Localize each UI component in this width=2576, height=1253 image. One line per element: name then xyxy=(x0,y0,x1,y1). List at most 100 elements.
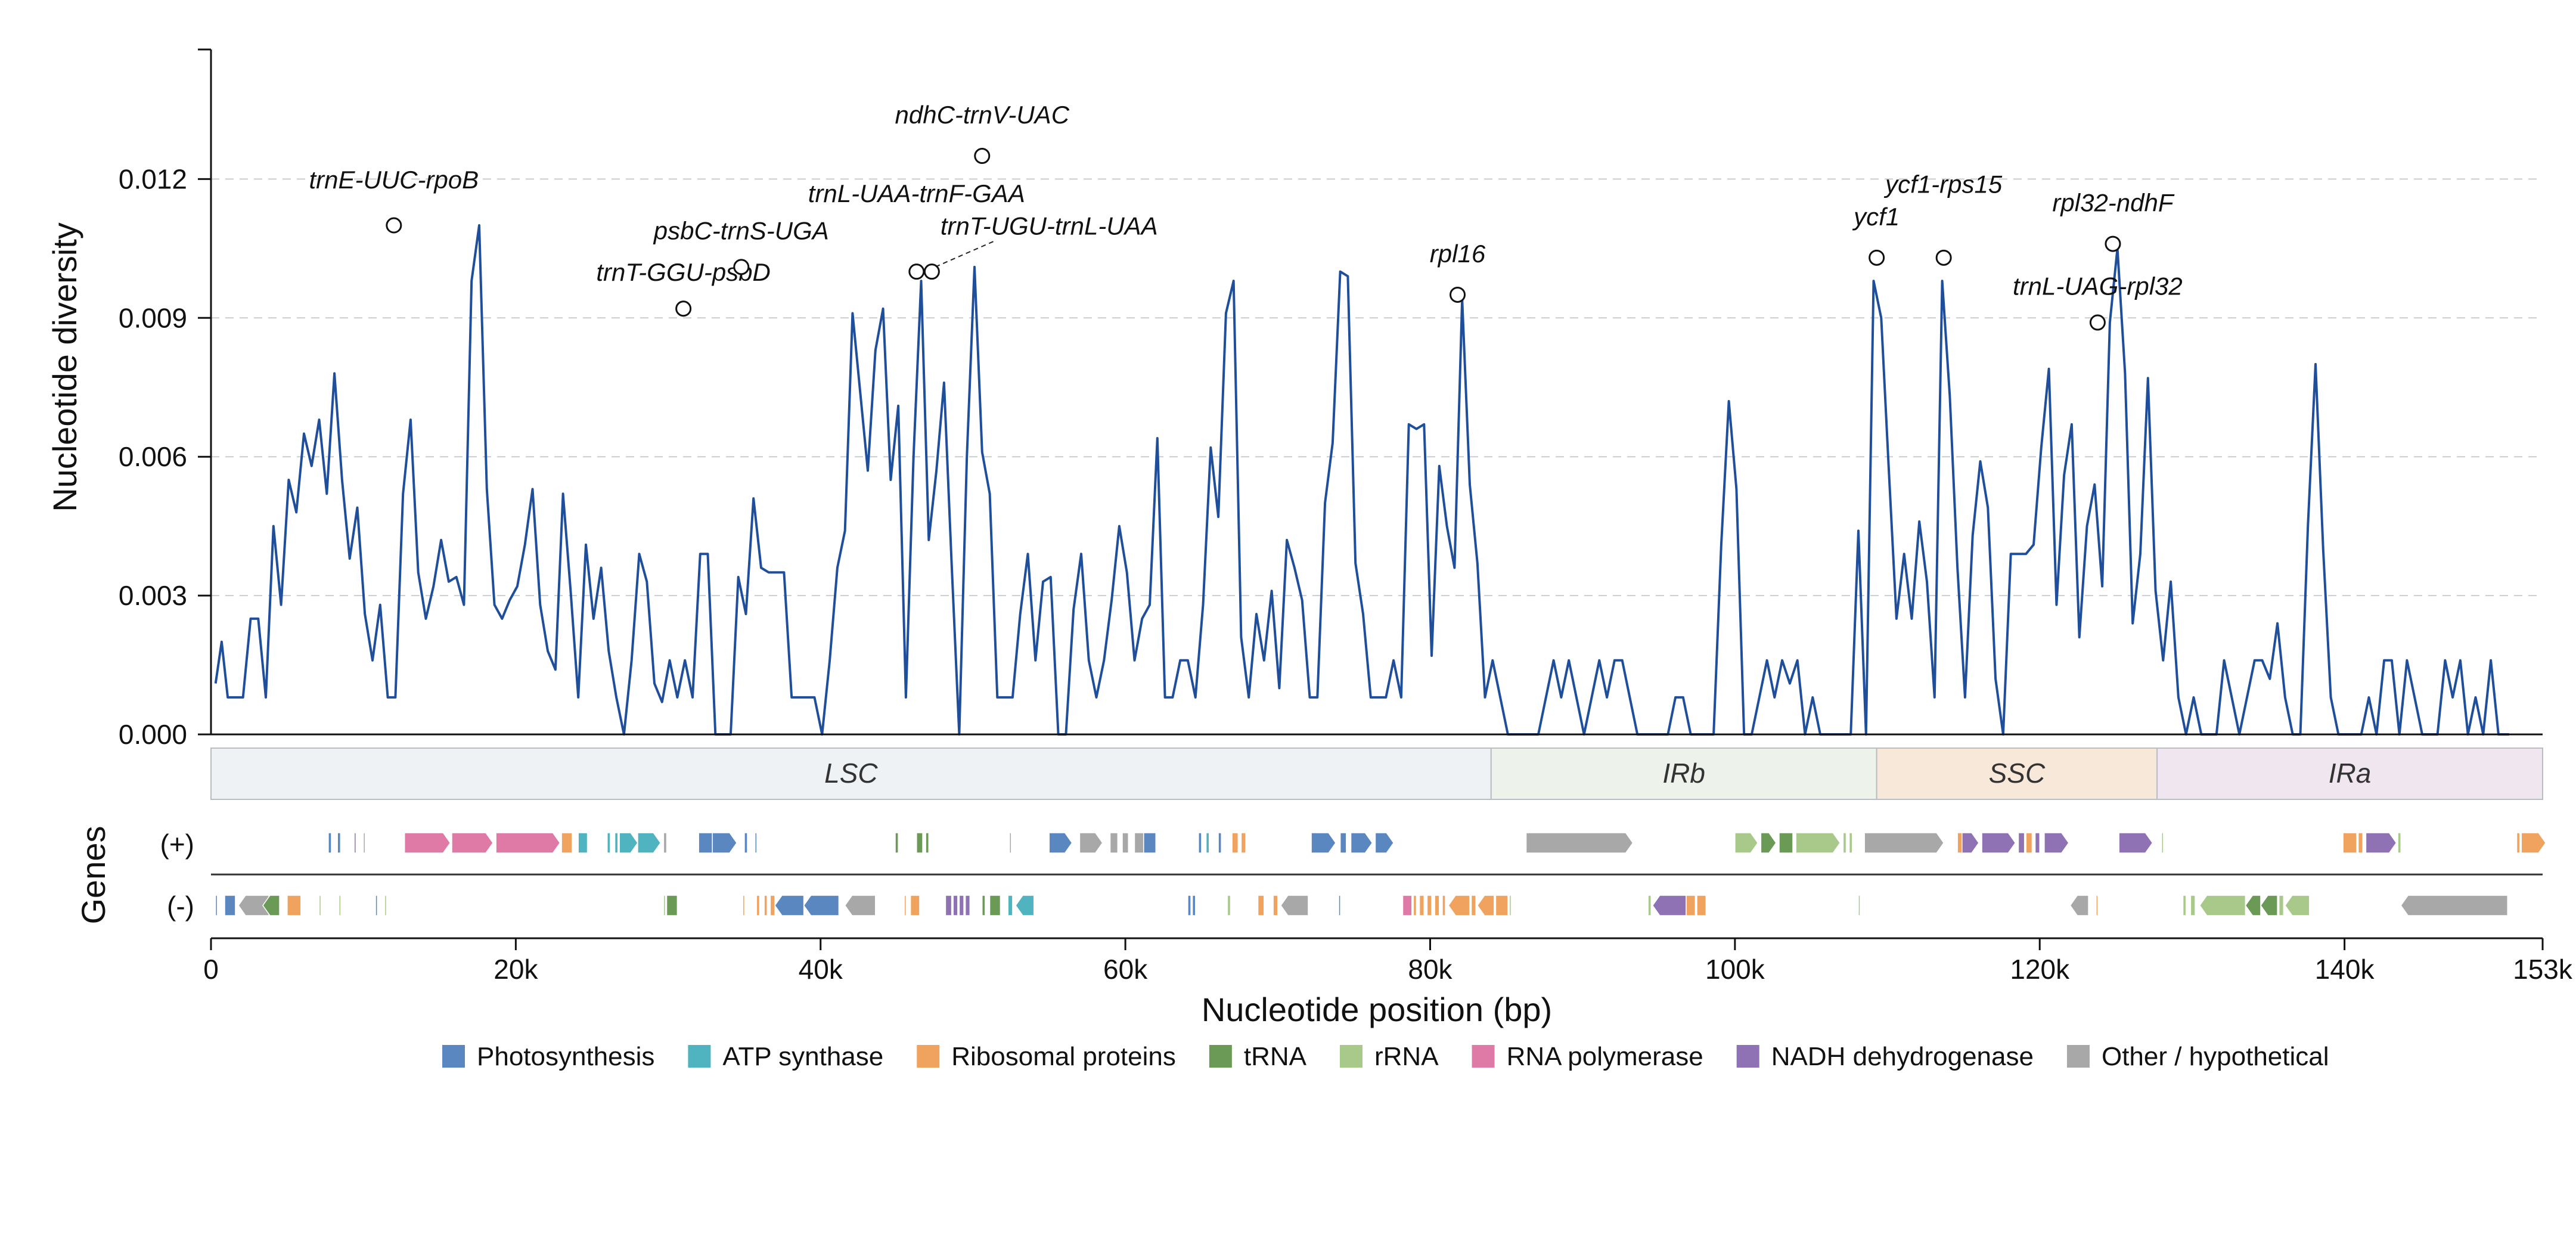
y-tick-label: 0.009 xyxy=(119,302,187,333)
minus-strand-gene xyxy=(384,895,387,916)
minus-strand-gene xyxy=(2096,895,2099,916)
plus-strand-gene xyxy=(1842,832,1847,854)
plus-strand-gene xyxy=(1143,832,1156,854)
minus-strand-gene xyxy=(1686,895,1696,916)
legend-swatch xyxy=(1472,1045,1495,1068)
minus-strand-gene xyxy=(982,895,986,916)
y-tick-label: 0.003 xyxy=(119,580,187,611)
peak-marker xyxy=(733,259,750,275)
x-tick-label: 120k xyxy=(2010,954,2070,985)
plus-strand-gene xyxy=(2365,832,2397,854)
minus-strand-gene xyxy=(742,895,746,916)
plus-strand-gene xyxy=(744,832,748,854)
legend-swatch xyxy=(1209,1045,1232,1068)
minus-strand-gene xyxy=(2245,895,2261,916)
gene-track xyxy=(211,832,2547,916)
minus-strand-gene xyxy=(958,895,964,916)
plus-strand-gene xyxy=(1205,832,1210,854)
plus-strand-gene xyxy=(451,832,494,854)
plus-strand-gene xyxy=(353,832,357,854)
peak-label: trnL-UAA-trnF-GAA xyxy=(808,179,1025,207)
y-axis-title: Nucleotide diversity xyxy=(46,222,83,512)
region-bar: LSC IRb SSC IRa xyxy=(210,748,2544,800)
minus-strand-gene xyxy=(1419,895,1425,916)
peak-marker xyxy=(1935,249,1952,266)
minus-strand-gene xyxy=(339,895,342,916)
minus-strand-gene xyxy=(1338,895,1341,916)
minus-strand-gene xyxy=(1858,895,1861,916)
minus-strand-gene xyxy=(238,895,269,916)
peak-marker xyxy=(923,263,940,280)
peak-label: trnT-UGU-trnL-UAA xyxy=(941,212,1158,240)
minus-strand-gene xyxy=(1426,895,1432,916)
strand-label-plus: (+) xyxy=(160,829,195,860)
minus-strand-gene xyxy=(945,895,952,916)
legend-swatch xyxy=(1736,1045,1759,1068)
plus-strand-gene xyxy=(1122,832,1129,854)
plus-strand-gene xyxy=(1795,832,1841,854)
legend-swatch xyxy=(917,1045,940,1068)
minus-strand-gene xyxy=(756,895,761,916)
legend: Photosynthesis ATP synthase Ribosomal prot… xyxy=(442,1042,2329,1071)
region-IRb xyxy=(1490,748,1877,800)
legend-label: Ribosomal proteins xyxy=(951,1042,1176,1071)
peak-label: ycf1 xyxy=(1852,203,1900,231)
gridlines xyxy=(211,178,2543,597)
plus-strand-gene xyxy=(2025,832,2033,854)
y-tick-label: 0.006 xyxy=(119,441,187,472)
plus-strand-gene xyxy=(561,832,573,854)
plus-strand-gene xyxy=(607,832,611,854)
region-label-SSC: SSC xyxy=(1989,758,2046,789)
minus-strand-gene xyxy=(287,895,302,916)
peak-marker xyxy=(2089,314,2106,331)
x-axis-title: Nucleotide position (bp) xyxy=(1202,991,1552,1028)
region-label-IRb: IRb xyxy=(1662,758,1705,789)
y-tick-label: 0.012 xyxy=(119,163,187,194)
minus-strand-gene xyxy=(215,895,218,916)
plus-strand-gene xyxy=(1218,832,1222,854)
minus-strand-gene xyxy=(774,895,805,916)
minus-strand-gene xyxy=(1647,895,1652,916)
region-label-LSC: LSC xyxy=(824,758,878,789)
plus-strand-gene xyxy=(2397,832,2401,854)
peak-label: ycf1-rps15 xyxy=(1883,170,2003,199)
minus-strand-gene xyxy=(2182,895,2187,916)
x-tick-label: 0 xyxy=(203,954,219,985)
minus-strand-gene xyxy=(2260,895,2278,916)
minus-strand-gene xyxy=(844,895,876,916)
plus-strand-gene xyxy=(1231,832,1239,854)
minus-strand-gene xyxy=(1413,895,1417,916)
minus-strand-gene xyxy=(2284,895,2310,916)
x-tick-label: 100k xyxy=(1705,954,1765,985)
plus-strand-gene xyxy=(925,832,930,854)
genes-axis-title: Genes xyxy=(75,826,112,925)
minus-strand-gene xyxy=(1509,895,1512,916)
peak-label: psbC-trnS-UGA xyxy=(653,216,829,244)
plus-strand-gene xyxy=(2521,832,2547,854)
plus-strand-gene xyxy=(1981,832,2016,854)
minus-strand-gene xyxy=(1652,895,1687,916)
peak-marker xyxy=(908,263,925,280)
minus-strand-gene xyxy=(262,895,280,916)
minus-strand-gene xyxy=(2278,895,2285,916)
peak-label: trnE-UUC-rpoB xyxy=(309,166,479,194)
legend-label: ATP synthase xyxy=(722,1042,883,1071)
plus-strand-gene xyxy=(2034,832,2040,854)
legend-label: Other / hypothetical xyxy=(2102,1042,2329,1071)
plus-strand-gene xyxy=(1779,832,1793,854)
plus-strand-gene xyxy=(362,832,366,854)
plus-strand-gene xyxy=(1760,832,1777,854)
peak-label: ndhC-trnV-UAC xyxy=(895,101,1070,129)
minus-strand-gene xyxy=(1227,895,1231,916)
plus-strand-gene xyxy=(637,832,662,854)
plus-strand-gene xyxy=(712,832,738,854)
plus-strand-gene xyxy=(1848,832,1853,854)
plus-strand-gene xyxy=(1198,832,1202,854)
y-tick-label: 0.000 xyxy=(119,719,187,750)
peak-marker xyxy=(974,148,991,165)
minus-strand-gene xyxy=(224,895,236,916)
minus-strand-gene xyxy=(375,895,378,916)
minus-strand-gene xyxy=(318,895,322,916)
plus-strand-gene xyxy=(1374,832,1395,854)
